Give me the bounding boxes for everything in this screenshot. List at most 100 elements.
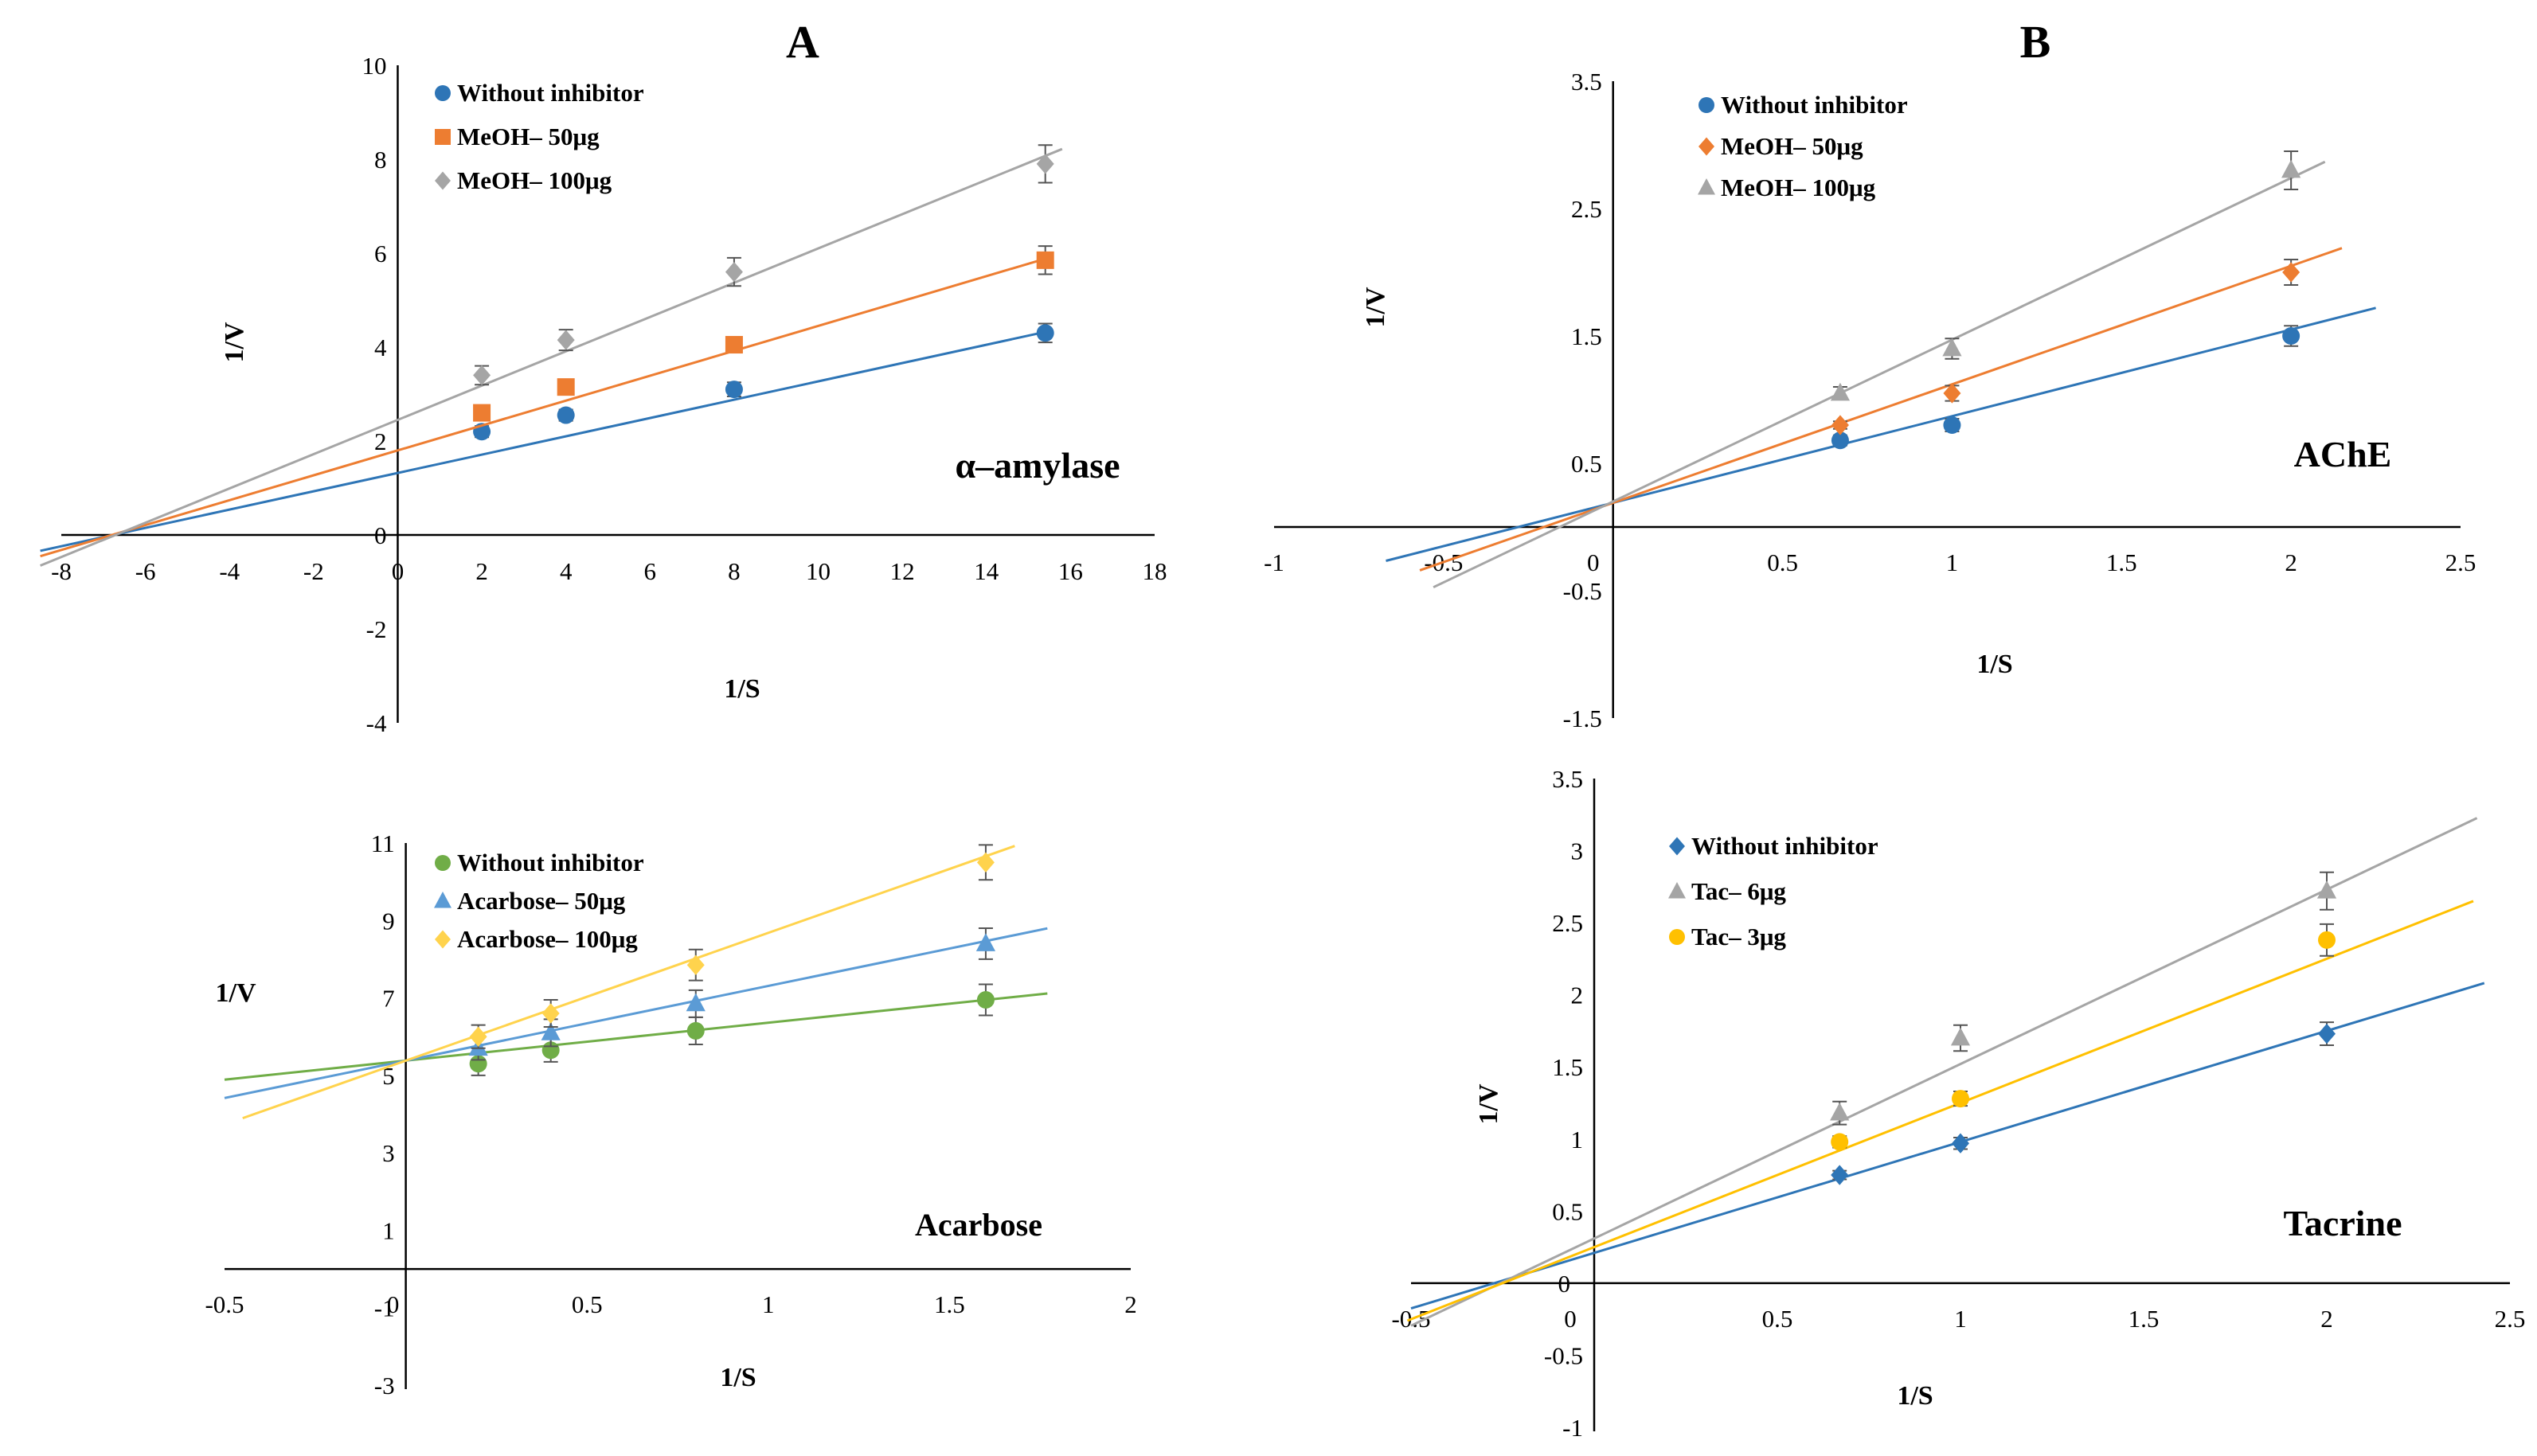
legend-marker — [1668, 882, 1686, 899]
legend-label: Acarbose– 100μg — [457, 925, 638, 953]
x-tick-label: 16 — [1058, 557, 1083, 585]
data-point — [686, 1021, 705, 1040]
data-point — [541, 1022, 561, 1040]
series-meoh-50-g — [1419, 247, 2343, 572]
data-point — [1831, 1165, 1849, 1185]
legend-item: MeOH– 100μg — [435, 166, 612, 194]
x-tick-label: 1 — [1954, 1305, 1967, 1333]
y-tick-label: 0 — [1558, 1270, 1571, 1298]
data-point — [541, 1003, 560, 1024]
legend-marker — [435, 129, 451, 145]
data-point — [1830, 1102, 1850, 1121]
x-axis-title: 1/S — [1897, 1381, 1933, 1411]
legend-label: Without inhibitor — [1691, 832, 1878, 860]
y-tick-label: 7 — [382, 985, 395, 1013]
y-tick-label: 11 — [371, 829, 395, 857]
data-point — [1942, 338, 1962, 357]
legend-label: MeOH– 50μg — [1721, 132, 1863, 160]
data-point — [2318, 1023, 2336, 1044]
data-point — [725, 381, 743, 399]
y-axis-title: 1/V — [1474, 1083, 1503, 1124]
x-tick-label: 2 — [2285, 548, 2297, 576]
y-tick-label: -1 — [374, 1294, 395, 1322]
legend-marker — [435, 930, 451, 949]
data-point — [1952, 1133, 1969, 1153]
chart-title: Tacrine — [2283, 1203, 2402, 1243]
y-tick-label: -4 — [366, 709, 387, 737]
x-tick-label: 0 — [387, 1290, 400, 1318]
data-point — [2318, 931, 2336, 949]
x-tick-label: 1.5 — [934, 1290, 965, 1318]
x-tick-label: 0 — [1587, 548, 1600, 576]
x-axis-title: 1/S — [720, 1363, 756, 1392]
legend-label: Without inhibitor — [1721, 91, 1908, 119]
y-tick-label: 9 — [382, 907, 395, 935]
data-point — [1943, 383, 1961, 404]
data-point — [1036, 251, 1054, 269]
data-point — [725, 336, 743, 354]
series-meoh-100-g — [40, 144, 1063, 567]
legend-label: Acarbose– 50μg — [457, 887, 626, 915]
data-point — [1950, 1027, 1971, 1046]
y-tick-label: -0.5 — [1544, 1341, 1583, 1369]
legend-label: Tac– 3μg — [1691, 923, 1786, 950]
legend-label: MeOH– 50μg — [457, 123, 600, 150]
data-point — [1036, 324, 1054, 342]
series-acarbose-50-g — [224, 927, 1048, 1099]
trendline — [1419, 247, 2343, 572]
x-tick-label: 18 — [1143, 557, 1167, 585]
legend-label: Tac– 6μg — [1691, 877, 1786, 905]
legend-marker — [1669, 929, 1685, 945]
data-point — [976, 991, 995, 1009]
trendline — [224, 927, 1048, 1099]
legend-marker — [435, 171, 451, 190]
legend: Without inhibitor MeOH– 50μg MeOH– 100μg — [435, 79, 644, 194]
data-point — [473, 365, 491, 386]
x-tick-label: 2.5 — [2495, 1305, 2526, 1333]
legend-item: Without inhibitor — [435, 79, 644, 107]
x-tick-label: 12 — [890, 557, 915, 585]
legend-item: Without inhibitor — [435, 849, 644, 876]
y-tick-label: -1 — [1562, 1414, 1583, 1442]
x-axis-title: 1/S — [724, 674, 760, 704]
legend-marker — [435, 85, 451, 101]
trendline — [40, 147, 1063, 567]
x-tick-label: 6 — [644, 557, 657, 585]
legend-marker — [1698, 178, 1715, 195]
legend: Without inhibitor Acarbose– 50μg Acarbose–… — [434, 849, 644, 953]
x-tick-label: -2 — [303, 557, 324, 585]
ache-lineweaver-burk-chart: -1-0.500.511.522.5-1.5-0.50.51.52.53.51/… — [1264, 68, 2476, 732]
x-tick-label: 0.5 — [1762, 1305, 1793, 1333]
panel-label-a: A — [786, 16, 819, 68]
x-tick-label: 2 — [2320, 1305, 2333, 1333]
y-tick-label: 2 — [374, 427, 387, 455]
y-tick-label: 4 — [374, 334, 387, 361]
data-point — [473, 404, 491, 422]
trendline — [1406, 900, 2474, 1322]
series-tac-3-g — [1406, 900, 2474, 1322]
y-tick-label: 0 — [374, 521, 387, 549]
x-axis-title: 1/S — [1976, 650, 2012, 679]
series-meoh-50-g — [40, 245, 1054, 558]
data-point — [976, 852, 995, 872]
data-point — [686, 954, 705, 975]
y-tick-label: 2.5 — [1571, 195, 1602, 223]
legend-label: MeOH– 100μg — [457, 166, 612, 194]
legend-marker — [435, 855, 451, 871]
x-tick-label: 2.5 — [2445, 548, 2476, 576]
trendline — [40, 256, 1050, 558]
acarbose-lineweaver-burk-chart: -0.5 0 0.5 1 1.5 2-3-113579111/V1/SAcarboseWi… — [205, 829, 1136, 1399]
trendline — [242, 845, 1015, 1120]
data-point — [2316, 880, 2337, 899]
data-point — [1952, 1090, 1969, 1108]
x-tick-label: -8 — [51, 557, 72, 585]
legend-marker — [1669, 837, 1685, 856]
x-tick-label: 1 — [762, 1290, 775, 1318]
trendline — [40, 330, 1050, 552]
legend-item: Without inhibitor — [1669, 832, 1878, 860]
y-tick-label: 3 — [1571, 837, 1584, 865]
legend: Without inhibitor Tac– 6μg Tac– 3μg — [1668, 832, 1878, 950]
legend-item: Tac– 3μg — [1669, 923, 1786, 950]
y-tick-label: 1 — [382, 1216, 395, 1244]
